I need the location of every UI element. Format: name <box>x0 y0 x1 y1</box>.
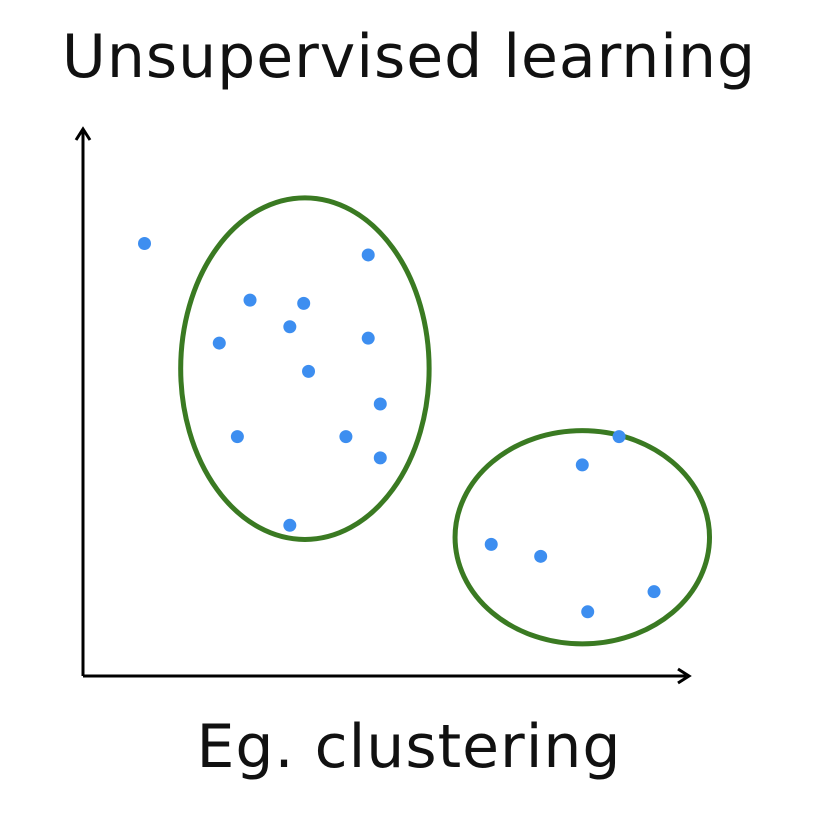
data-point-11 <box>339 430 353 444</box>
data-point-9 <box>373 397 387 411</box>
y-axis <box>74 126 92 676</box>
data-point-13 <box>283 518 297 532</box>
data-point-4 <box>283 320 297 334</box>
data-point-14 <box>612 430 626 444</box>
data-point-10 <box>230 430 244 444</box>
clusters-layer <box>178 195 713 647</box>
data-point-16 <box>484 537 498 551</box>
cluster-outline-1 <box>178 195 432 542</box>
data-point-15 <box>575 458 589 472</box>
data-point-18 <box>647 585 661 599</box>
points-layer <box>138 237 661 619</box>
data-point-17 <box>534 549 548 563</box>
cluster-outline-2 <box>452 428 713 647</box>
data-point-6 <box>361 248 375 262</box>
data-point-7 <box>361 331 375 345</box>
x-axis-arrowhead <box>677 667 692 685</box>
y-axis-arrowhead <box>74 126 92 141</box>
caption: Eg. clustering <box>196 712 622 782</box>
data-point-5 <box>212 336 226 350</box>
x-axis <box>83 667 692 685</box>
data-point-1 <box>138 237 152 251</box>
data-point-19 <box>581 605 595 619</box>
data-point-2 <box>243 293 257 307</box>
data-point-8 <box>302 364 316 378</box>
data-point-12 <box>373 451 387 465</box>
data-point-3 <box>297 296 311 310</box>
page-title: Unsupervised learning <box>61 22 757 92</box>
